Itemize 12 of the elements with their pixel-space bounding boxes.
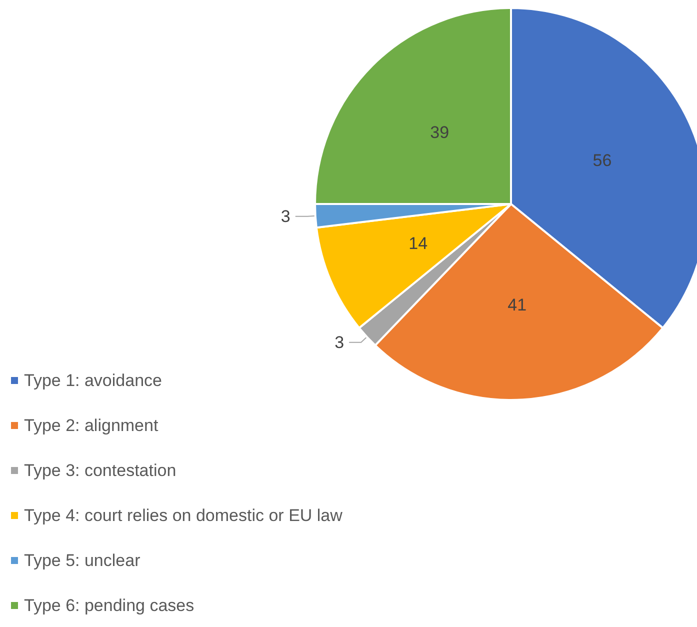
data-label: 3	[280, 206, 290, 226]
data-label: 41	[508, 295, 527, 314]
legend-label: Type 6: pending cases	[24, 596, 194, 615]
legend-label: Type 1: avoidance	[24, 371, 162, 390]
data-label: 56	[592, 151, 612, 170]
legend-label: Type 2: alignment	[24, 416, 158, 435]
data-label: 39	[430, 123, 450, 142]
legend-label: Type 4: court relies on domestic or EU law	[24, 506, 344, 525]
data-label: 14	[408, 234, 428, 254]
legend-label: Type 3: contestation	[24, 461, 176, 480]
legend-label: Type 5: unclear	[24, 551, 141, 570]
data-label: 3	[334, 332, 344, 352]
